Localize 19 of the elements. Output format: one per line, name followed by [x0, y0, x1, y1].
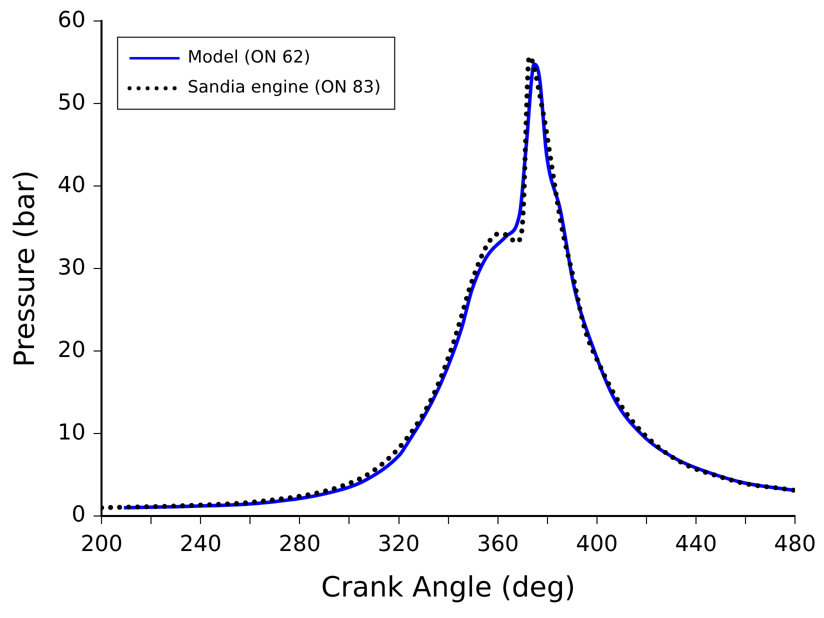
x-tick-label: 200 — [80, 532, 123, 557]
x-tick-label: 360 — [476, 532, 519, 557]
x-tick-label: 440 — [674, 532, 717, 557]
y-tick-label: 60 — [58, 8, 86, 33]
legend-label: Model (ON 62) — [188, 48, 310, 68]
y-tick-label: 30 — [58, 255, 86, 280]
x-axis-title: Crank Angle (deg) — [321, 570, 576, 604]
x-tick-label: 480 — [774, 532, 816, 557]
x-tick-label: 240 — [180, 532, 222, 557]
y-tick-label: 50 — [58, 90, 86, 116]
x-tick-label: 280 — [278, 532, 321, 557]
y-axis-title: Pressure (bar) — [8, 170, 42, 367]
y-tick-label: 10 — [58, 420, 86, 446]
x-tick-label: 400 — [576, 532, 618, 557]
x-tick-label: 320 — [378, 532, 420, 557]
legend-label: Sandia engine (ON 83) — [188, 78, 381, 98]
y-tick-label: 20 — [58, 338, 86, 363]
y-tick-label: 40 — [58, 172, 86, 198]
y-tick-label: 0 — [72, 502, 86, 528]
